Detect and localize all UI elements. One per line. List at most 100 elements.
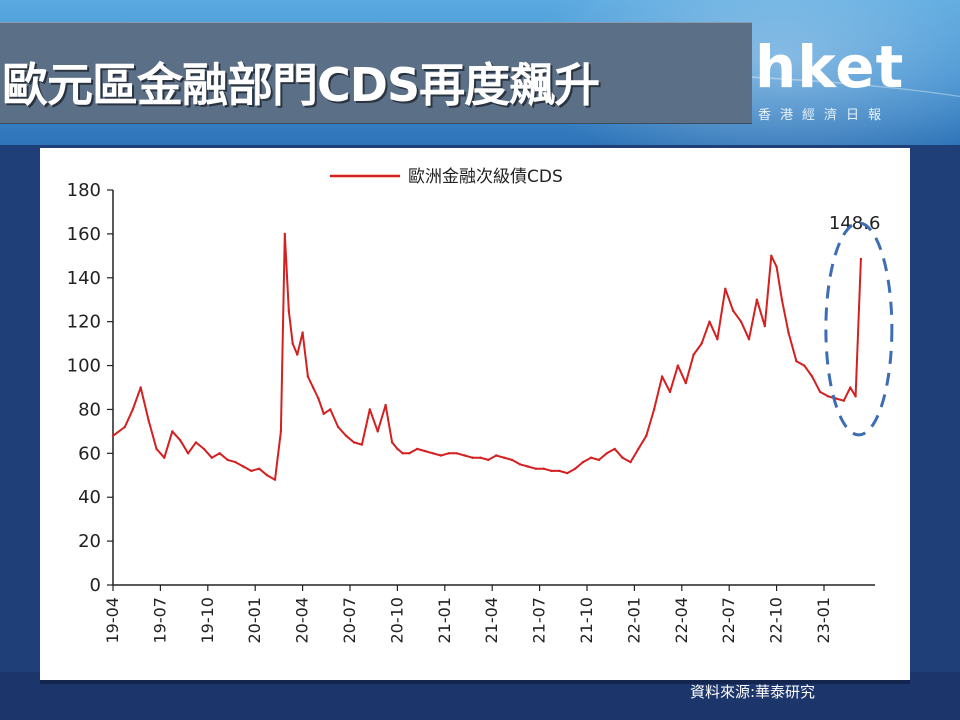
data-point	[194, 441, 198, 444]
data-point	[226, 458, 229, 462]
data-point	[739, 320, 743, 323]
data-point	[360, 443, 364, 446]
data-point	[526, 465, 529, 468]
data-point	[605, 452, 608, 455]
data-point	[589, 456, 593, 459]
data-point	[716, 338, 719, 341]
x-tick-label: 22-10	[767, 597, 786, 644]
data-point	[502, 456, 506, 459]
data-point	[147, 419, 150, 422]
x-tick-label: 20-01	[245, 597, 264, 644]
peak-value-label: 148.6	[829, 213, 881, 234]
data-point	[684, 381, 687, 385]
data-point	[250, 469, 253, 473]
data-point	[396, 447, 399, 451]
x-tick-label: 19-10	[198, 597, 217, 644]
data-point	[186, 452, 190, 455]
data-point	[574, 467, 577, 470]
data-point	[291, 342, 294, 345]
data-point	[668, 390, 672, 394]
data-point	[731, 309, 735, 312]
data-point	[329, 408, 332, 411]
data-point	[826, 395, 830, 398]
data-point	[210, 456, 213, 459]
data-point	[495, 454, 498, 457]
highlight-ellipse	[824, 221, 894, 437]
chart-series	[111, 232, 863, 481]
data-point	[390, 441, 394, 444]
x-tick-label: 22-04	[672, 597, 691, 644]
data-point	[265, 474, 269, 477]
source-note: 資料來源:華泰研究	[690, 683, 816, 701]
data-point	[273, 478, 277, 481]
slide-title: 歐元區金融部門CDS再度飆升	[2, 58, 600, 112]
data-point	[455, 452, 458, 455]
data-point	[234, 460, 237, 464]
data-point	[336, 425, 340, 429]
data-point	[479, 456, 482, 459]
x-tick-label: 21-10	[577, 597, 596, 644]
data-point	[352, 441, 356, 444]
data-point	[431, 452, 435, 455]
data-point	[416, 447, 419, 451]
data-point	[775, 265, 778, 268]
data-point	[708, 320, 711, 323]
data-point	[542, 467, 545, 470]
data-point	[296, 353, 299, 356]
data-point	[613, 447, 616, 451]
data-point	[842, 399, 845, 402]
data-point	[747, 338, 751, 341]
header-banner: 歐元區金融部門CDS再度飆升 hket 香港經濟日報	[0, 0, 960, 145]
hket-logo: hket	[755, 33, 905, 101]
x-tick-label: 20-07	[340, 597, 359, 644]
data-point	[218, 452, 221, 455]
data-point	[163, 456, 166, 459]
data-point	[155, 447, 158, 451]
data-point	[770, 254, 773, 257]
data-point	[700, 342, 703, 345]
y-tick-label: 0	[90, 575, 101, 596]
y-tick-label: 20	[78, 531, 101, 552]
data-point	[724, 287, 727, 290]
x-tick-label: 20-10	[387, 597, 406, 644]
data-point	[139, 386, 142, 389]
data-point	[854, 395, 857, 398]
data-point	[629, 460, 632, 464]
data-point	[534, 467, 537, 470]
chart-legend: 歐洲金融次級債CDS	[330, 167, 563, 187]
x-tick-label: 22-07	[719, 597, 738, 644]
data-point	[311, 386, 315, 389]
data-point	[849, 386, 852, 389]
chart-annotation-group: 148.6	[824, 213, 894, 437]
cds-line-chart: 歐洲金融次級債CDS 0 20 40 60 80 100 120 140 160 180 19-04…	[67, 167, 894, 644]
data-point	[637, 447, 640, 451]
data-point	[795, 360, 798, 363]
legend-label: 歐洲金融次級債CDS	[408, 167, 563, 187]
x-tick-label: 19-07	[150, 597, 169, 644]
data-point	[763, 324, 766, 328]
title-box: 歐元區金融部門CDS再度飆升	[0, 22, 752, 124]
y-tick-label: 100	[67, 356, 101, 377]
data-point	[287, 309, 290, 312]
data-point	[439, 454, 443, 457]
data-point	[306, 375, 310, 378]
data-point	[344, 434, 348, 437]
data-point	[111, 434, 115, 437]
data-point	[780, 298, 784, 301]
x-tick-label: 21-04	[482, 597, 501, 644]
data-point	[660, 375, 664, 378]
data-point	[258, 467, 261, 470]
x-tick-label: 21-07	[530, 597, 549, 644]
data-point	[171, 430, 174, 433]
x-tick-label: 19-04	[103, 597, 122, 644]
data-point	[401, 452, 404, 455]
data-point	[581, 460, 585, 464]
data-point	[818, 390, 822, 394]
data-point	[787, 331, 790, 334]
data-point	[242, 465, 245, 468]
y-tick-label: 60	[78, 443, 101, 464]
chart-axes: 0 20 40 60 80 100 120 140 160 180 19-04 19-07 19-10 2…	[67, 180, 875, 644]
y-tick-label: 160	[67, 224, 101, 245]
data-point	[131, 408, 134, 411]
data-point	[447, 452, 450, 455]
